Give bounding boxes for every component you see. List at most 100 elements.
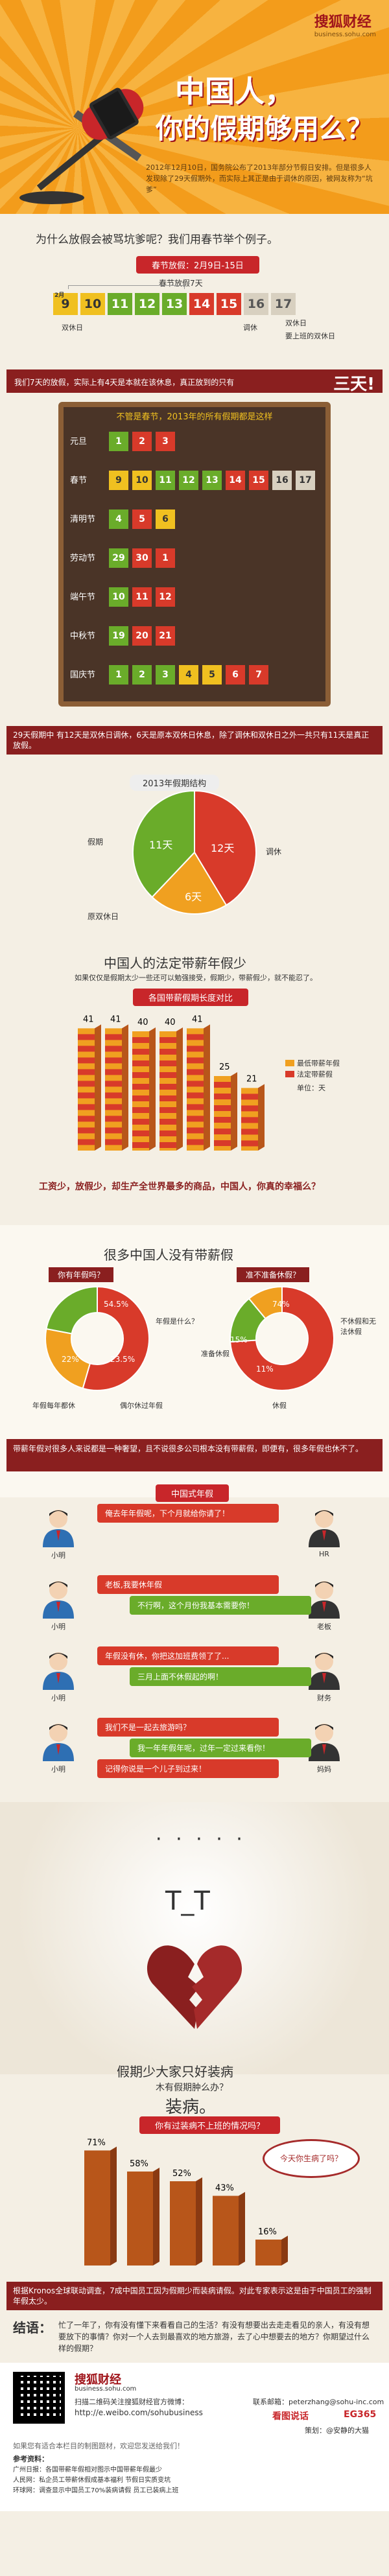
dialogue-bubble: 我一年年假年呢，过年一定过来看你！ (130, 1739, 311, 1757)
legend-swatch-2 (285, 1071, 294, 1077)
l-what: 年假是什么？ (156, 1317, 198, 1326)
bar-stripe (78, 1104, 95, 1110)
sunburst-background (0, 0, 389, 214)
board-day-tile: 5 (132, 509, 152, 529)
slice-12: 12天 (211, 842, 235, 854)
legend-1: 最低带薪年假 (297, 1059, 340, 1068)
conclusion-label: 结语： (13, 2320, 52, 2336)
person-label: 小明 (51, 1622, 65, 1631)
bar-stripe (214, 1140, 231, 1146)
board-day-tile: 16 (272, 471, 292, 490)
section4-conclusion: 工资少，放假少，却生产全世界最多的商品，中国人，你真的幸福么？ (39, 1182, 320, 1192)
tt-face: T_T (165, 1886, 210, 1916)
spring-day-tile: 11 (108, 293, 132, 315)
bar-stripe (241, 1129, 258, 1135)
r-yes: 准备休假 (201, 1350, 230, 1358)
bar-stripe (187, 1034, 204, 1040)
bar-stripe (187, 1069, 204, 1075)
footer-weibo[interactable]: http://e.weibo.com/sohubusiness (75, 2408, 203, 2417)
board-title: 不管是春节，2013年的所有假期都是这样 (116, 412, 273, 422)
bar-stripe (132, 1119, 149, 1125)
bar-stripe (105, 1104, 122, 1110)
bar-stripe (159, 1107, 176, 1113)
footer-contact[interactable]: 联系邮箱：peterzhang@sohu-inc.com (253, 2398, 384, 2406)
paid-leave-bar-chart: 41 41 40 40 41 25 21 (78, 1014, 265, 1151)
person-label: 小明 (51, 1765, 65, 1774)
person-icon (43, 1724, 74, 1761)
board-day-tile: 12 (156, 587, 175, 607)
bar-stripe (241, 1117, 258, 1123)
bar-side (149, 1027, 156, 1151)
spring-day-tile: 10 (80, 293, 105, 315)
legend-2: 法定带薪假 (297, 1070, 333, 1079)
board-day-tile: 6 (156, 509, 175, 529)
bar-stripe (159, 1060, 176, 1066)
sick-bar-side (281, 2236, 288, 2266)
bar-stripe (159, 1142, 176, 1148)
bar-side (176, 1027, 183, 1151)
month-label: 2月 (54, 292, 65, 299)
bar-stripe (159, 1095, 176, 1101)
sick-bar-label: 58% (130, 2159, 148, 2169)
sick-bar (255, 2240, 281, 2266)
refs-list: 广州日报：各国带薪年假相对图示中国带薪年假最少人民网：私企员工带薪休假成基本福利… (13, 2465, 178, 2496)
person-icon (309, 1581, 340, 1619)
dialogue-bubble: 老板,我要休年假 (97, 1575, 279, 1594)
board-row-label: 元旦 (70, 437, 88, 447)
board-day-tile: 17 (296, 471, 315, 490)
board-day-tile: 6 (226, 665, 245, 685)
bar-stripe (159, 1084, 176, 1090)
board-row-label: 劳动节 (70, 554, 96, 563)
board-day-tile: 2 (132, 432, 152, 451)
sick-bar-side (239, 2192, 245, 2266)
bar-stripe (105, 1046, 122, 1052)
holiday-bracket (68, 285, 185, 289)
sick-bar-side (196, 2177, 202, 2266)
person-label: HR (319, 1550, 329, 1558)
sick-bar (213, 2195, 239, 2266)
slice-6: 6天 (185, 891, 202, 903)
pie-label-tiaoxiu: 调休 (266, 847, 282, 856)
bar-min-leave (214, 1076, 231, 1151)
qr-code[interactable] (13, 2372, 65, 2424)
avatar: 小明 (39, 1578, 78, 1631)
section5-title: 很多中国人没有带薪假 (104, 1247, 233, 1263)
ref-item[interactable]: 人民网：私企员工带薪休假成基本福利 节假日实质变坑 (13, 2477, 171, 2484)
board-row-label: 端午节 (70, 592, 96, 602)
label-weekend2: 双休日 (285, 319, 307, 327)
pie-slice (82, 1285, 150, 1391)
banner-text: 我们7天的放假，实际上有4天是本就在该休息，真正放到的只有 (14, 378, 235, 387)
person-label: 小明 (51, 1694, 65, 1702)
bar-stripe (132, 1060, 149, 1066)
pie-slice (230, 1285, 335, 1391)
pie-label-yuanshuangxiu: 原双休日 (88, 912, 119, 921)
bar-stripe (78, 1034, 95, 1040)
l-always: 年假每年都休 (32, 1401, 75, 1410)
bar-stripe (159, 1130, 176, 1136)
ref-item[interactable]: 环球网：调查显示中国员工70%装病请假 员工已装病上班 (13, 2487, 179, 2494)
ref-item[interactable]: 广州日报：各国带薪年假相对图示中国带薪年假最少 (13, 2466, 162, 2474)
footer-scan: 扫描二维码关注搜狐财经官方微博： (75, 2398, 189, 2406)
sick-leave-bar-chart: 71% 58% 52% 43% 16% (84, 2138, 288, 2266)
bar-stripe (187, 1081, 204, 1087)
sohu-logo[interactable]: 搜狐财经 business.sohu.com (314, 10, 376, 38)
person-icon (309, 1510, 340, 1547)
board-day-tile: 4 (179, 665, 198, 685)
board-day-tile: 3 (156, 432, 175, 451)
bar-value-label: 40 (137, 1018, 148, 1027)
p74: 74% (272, 1300, 290, 1309)
title-line-2: 你的假期够用么？ (156, 113, 374, 145)
footer: 搜狐财经 business.sohu.com 扫描二维码关注搜狐财经官方微博： … (0, 2363, 389, 2511)
spring-day-tile: 17 (271, 293, 296, 315)
bar-side (204, 1024, 210, 1151)
p545: 54.5% (104, 1300, 129, 1309)
p11: 11% (256, 1364, 274, 1374)
avatar: 老板 (305, 1578, 344, 1631)
bar-value-label: 40 (165, 1018, 176, 1027)
footer-disclaimer: 如果您有适合本栏目的制图题材，欢迎您发送给我们！ (13, 2442, 184, 2450)
left-pill: 你有年假吗？ (49, 1267, 114, 1282)
logo-url: business.sohu.com (314, 31, 376, 38)
slice-11: 11天 (149, 839, 173, 851)
bar-stripe (105, 1139, 122, 1145)
conclusion-text: 忙了一年了，你有没有懂下来看看自己的生活？有没有想要出去走走看见的亲人，有没有想… (58, 2321, 370, 2353)
